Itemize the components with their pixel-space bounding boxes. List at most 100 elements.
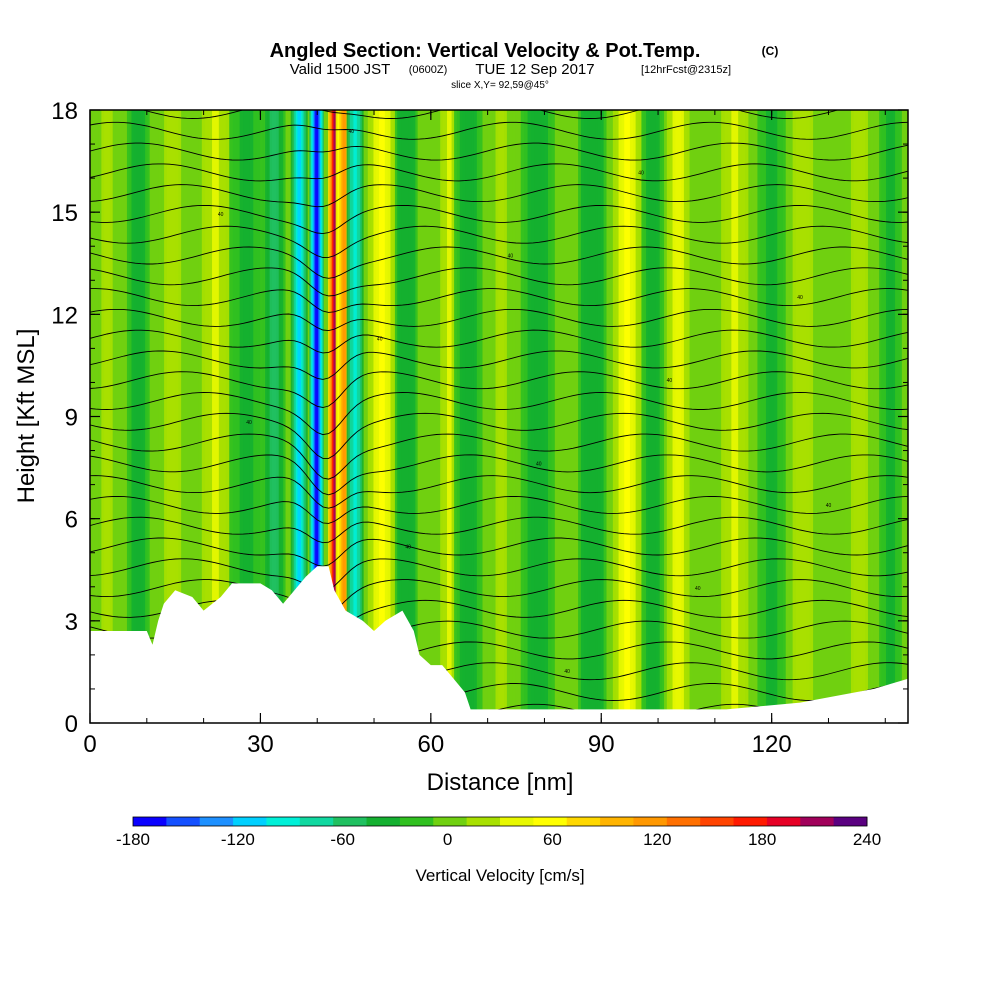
valid-date: TUE 12 Sep 2017 [475, 61, 594, 78]
colorbar-swatch [133, 817, 167, 826]
valid-zulu: (0600Z) [409, 64, 448, 76]
velocity-band [315, 110, 319, 723]
isentrope-line [90, 579, 908, 616]
colorbar-swatch [800, 817, 835, 826]
velocity-band [498, 110, 505, 723]
colorbar-swatch [299, 817, 334, 826]
colorbar-tick-label: 0 [443, 830, 452, 849]
isentrope-line [90, 516, 908, 544]
chart-title: Angled Section: Vertical Velocity & Pot.… [270, 40, 701, 62]
isentrope-label: 40 [797, 295, 803, 301]
colorbar-swatch [233, 817, 267, 826]
x-axis-label: Distance [nm] [427, 769, 574, 796]
colorbar-swatch [199, 817, 234, 826]
isentrope-line [90, 142, 908, 161]
colorbar-tick-label: -60 [330, 830, 355, 849]
velocity-band [243, 110, 250, 723]
plot-area: 404040404040404040404040404040 [90, 110, 908, 723]
velocity-band [799, 110, 807, 723]
colorbar-swatch [733, 817, 768, 826]
velocity-band [136, 110, 141, 723]
colorbar-swatch [466, 817, 501, 826]
isentrope-line [90, 329, 908, 354]
isentrope-line [90, 433, 908, 480]
isentrope-label: 40 [638, 170, 644, 176]
isentrope-line [90, 204, 908, 235]
isentrope-line [90, 308, 908, 332]
isentrope-label: 40 [667, 378, 673, 384]
isentrope-line [90, 371, 908, 408]
forecast-info: [12hrFcst@2315z] [641, 64, 731, 76]
isentrope-line [90, 184, 908, 208]
colorbar-frame [132, 816, 868, 827]
velocity-band [675, 110, 682, 723]
isentrope-line [90, 163, 908, 182]
isentrope-line [90, 267, 908, 297]
velocity-band [297, 110, 301, 723]
colorbar-tick-label: 240 [853, 830, 881, 849]
isentrope-line [90, 225, 908, 258]
isentrope-label: 40 [695, 586, 701, 592]
y-tick-label: 9 [65, 405, 78, 432]
valid-time: Valid 1500 JST [290, 61, 391, 78]
slice-info: slice X,Y= 92,59@45° [451, 80, 549, 91]
isentrope-label: 40 [377, 337, 383, 343]
colorbar-swatch [600, 817, 634, 826]
isentrope-label: 40 [826, 503, 832, 509]
x-tick-label: 90 [588, 731, 615, 758]
x-tick-label: 30 [247, 731, 274, 758]
y-tick-label: 3 [65, 609, 78, 636]
isentrope-label: 40 [508, 253, 514, 259]
velocity-band [447, 110, 452, 723]
colorbar-swatch [833, 817, 868, 826]
velocity-band [731, 110, 739, 723]
colorbar-swatch [633, 817, 668, 826]
velocity-band [342, 110, 346, 723]
isentrope-label: 40 [218, 212, 224, 218]
velocity-band [353, 110, 357, 723]
velocity-band [212, 110, 219, 723]
colorbar-swatch [500, 817, 534, 826]
velocity-band [404, 110, 409, 723]
colorbar-swatch [266, 817, 301, 826]
colorbar-swatch [333, 817, 368, 826]
colorbar-swatch [766, 817, 801, 826]
isentrope-line [90, 495, 908, 524]
colorbar-tick-label: 120 [643, 830, 671, 849]
x-tick-label: 60 [417, 731, 444, 758]
isentrope-line [90, 558, 908, 592]
isentrope-line [90, 537, 908, 567]
velocity-band [856, 110, 863, 723]
isentrope-label: 40 [246, 420, 252, 426]
colorbar: -180 -120 -60 0 60 120 180 240 [116, 816, 881, 849]
velocity-band [589, 110, 596, 723]
colorbar-label: Vertical Velocity [cm/s] [415, 866, 584, 885]
isentrope-label: 40 [405, 544, 411, 550]
isentrope-line [90, 288, 908, 313]
x-tick-label: 120 [752, 731, 792, 758]
colorbar-tick-label: 60 [543, 830, 562, 849]
velocity-band [104, 110, 110, 723]
isentrope-label: 40 [564, 669, 570, 675]
y-tick-label: 15 [51, 200, 78, 227]
x-tick-label: 0 [83, 731, 96, 758]
colorbar-swatch [366, 817, 401, 826]
colorbar-swatch [399, 817, 434, 826]
velocity-band [271, 110, 277, 723]
colorbar-swatch [666, 817, 701, 826]
colorbar-swatch [433, 817, 468, 826]
isentrope-line [90, 350, 908, 380]
colorbar-swatch [533, 817, 568, 826]
y-tick-label: 0 [65, 711, 78, 738]
isentrope-line [90, 392, 908, 436]
isentrope-line [90, 475, 908, 509]
isentrope-line [90, 412, 908, 459]
colorbar-swatch [566, 817, 601, 826]
isentrope-line [90, 121, 908, 140]
terrain-mask [90, 566, 908, 723]
velocity-band [379, 110, 385, 723]
colorbar-tick-label: -180 [116, 830, 150, 849]
chart-title-unit: (C) [762, 44, 779, 58]
isentrope-line [90, 454, 908, 496]
